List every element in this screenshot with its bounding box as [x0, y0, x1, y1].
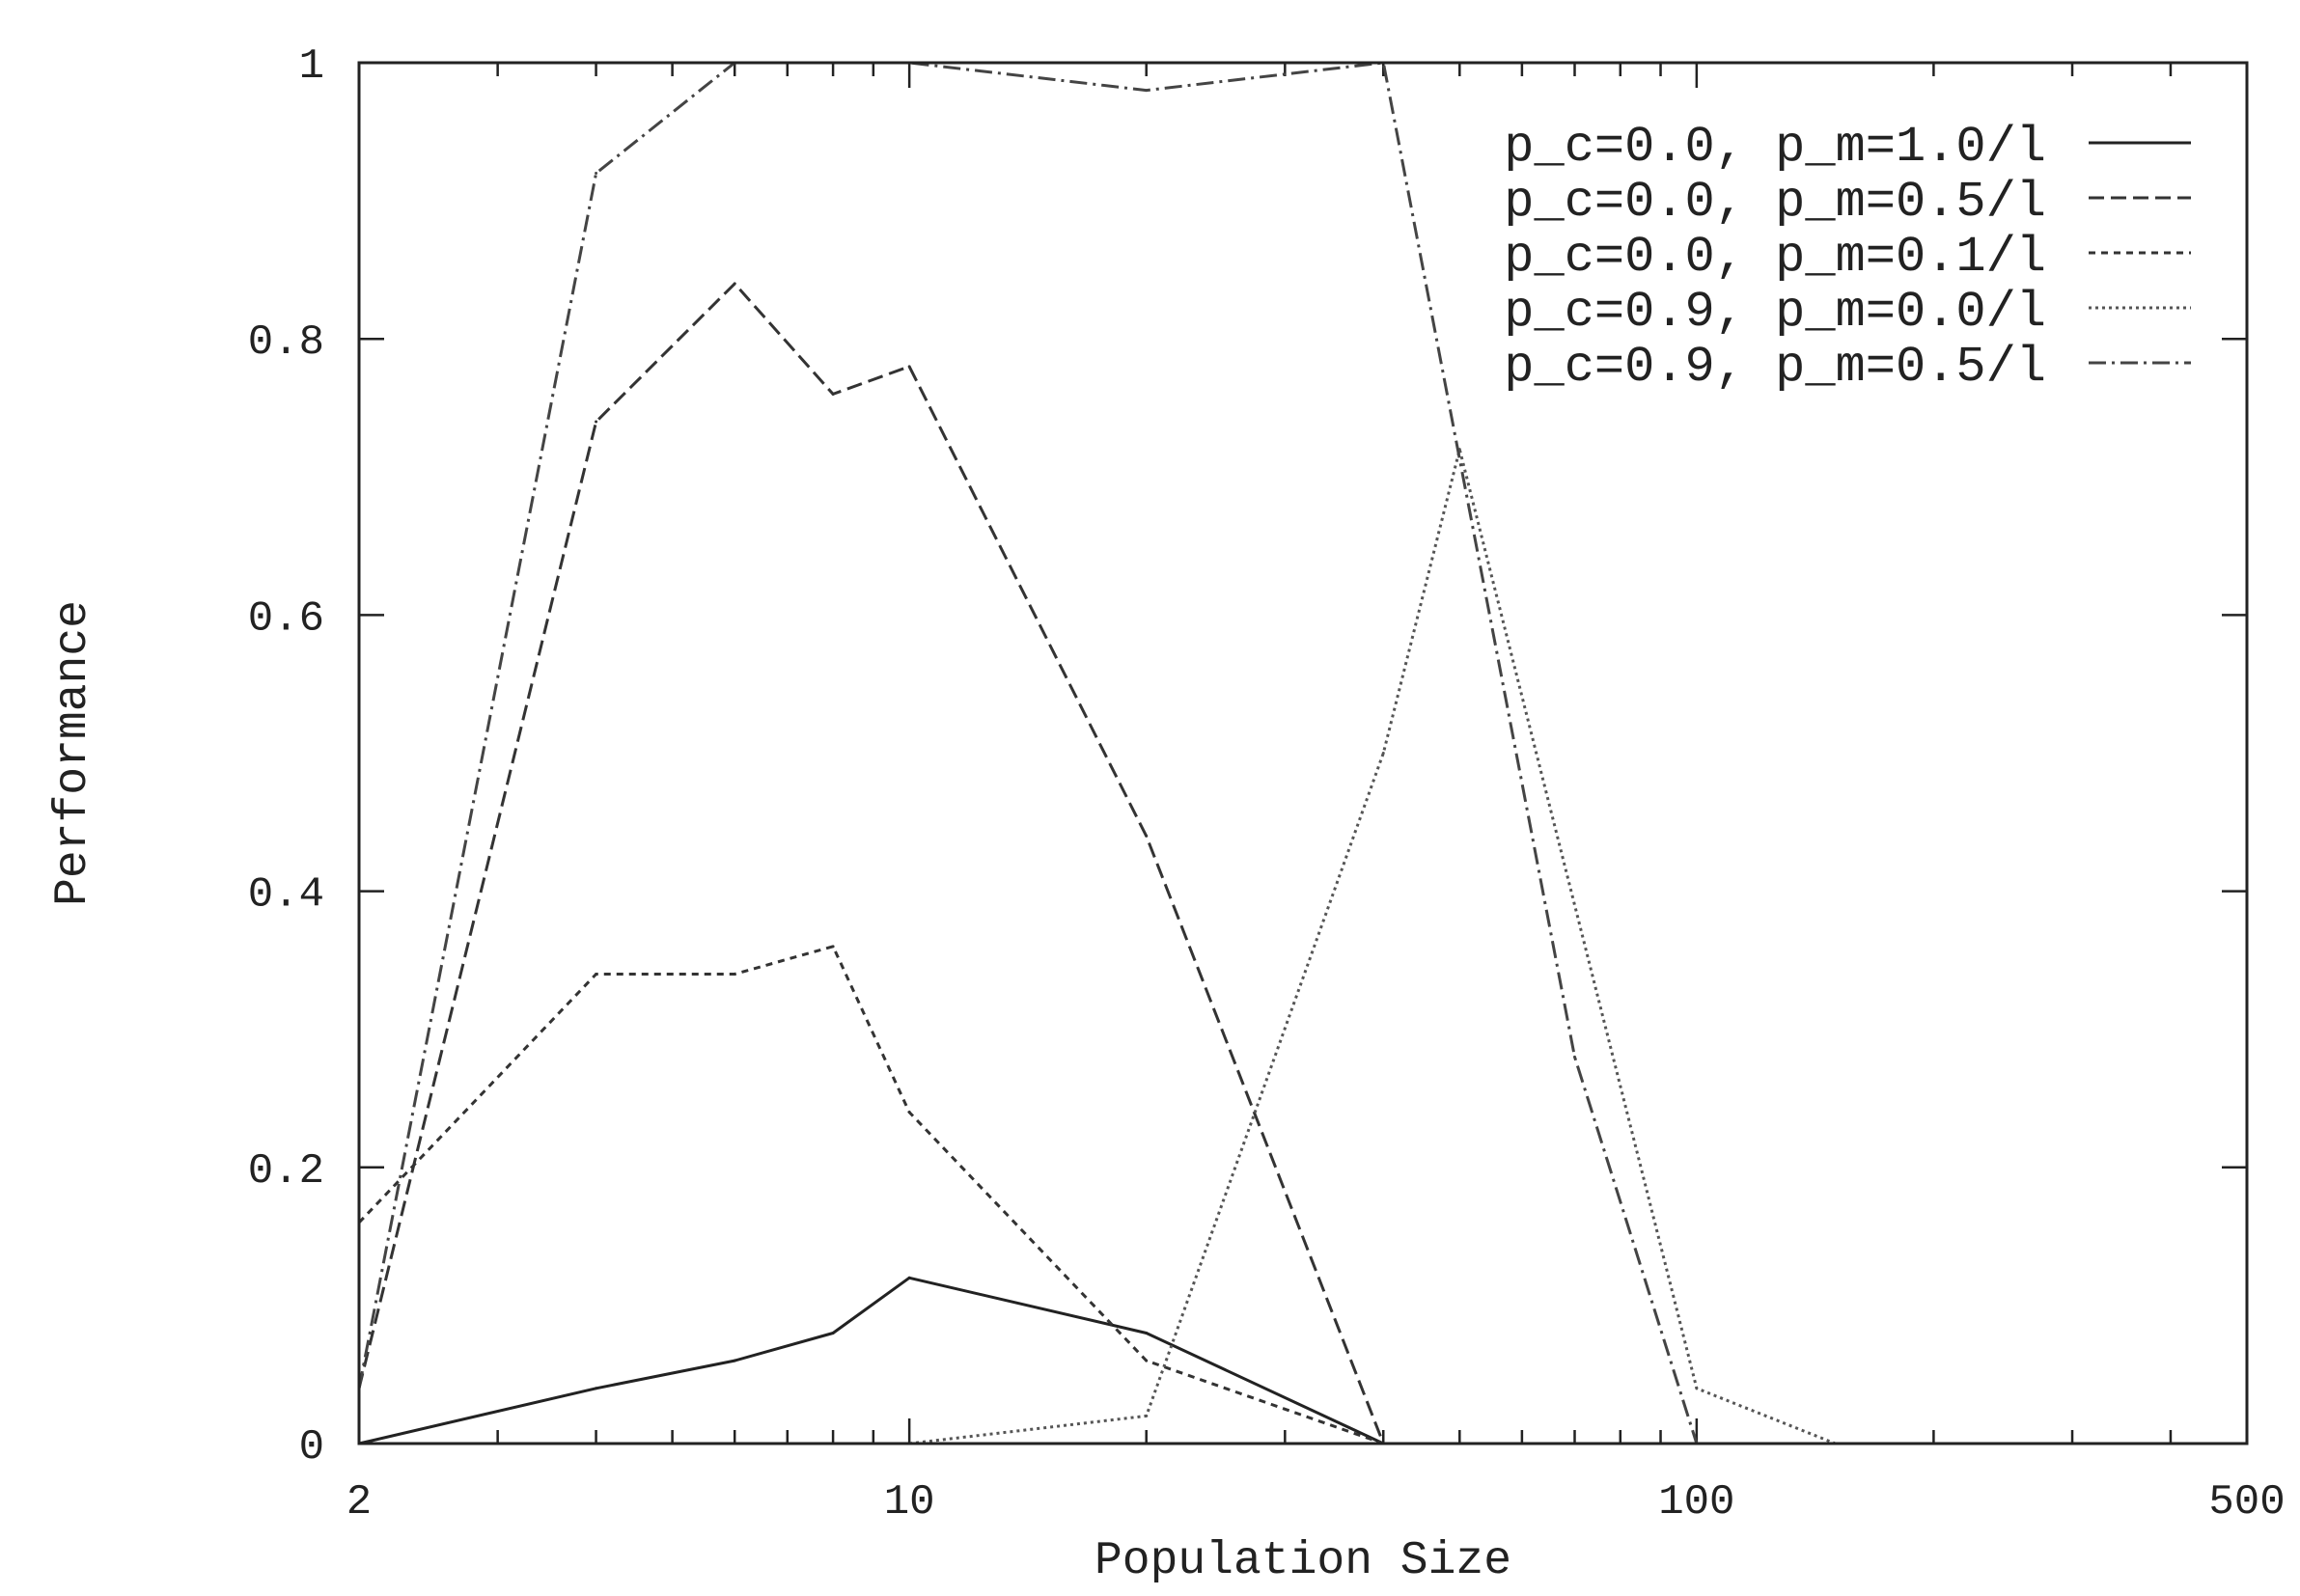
series-2-point [733, 282, 736, 286]
series-1-point [733, 1359, 736, 1362]
x-tick-label: 500 [2208, 1478, 2285, 1527]
axis-ticks [357, 61, 2249, 1445]
legend-label: p_c=0.0, p_m=0.5/l [1504, 174, 2046, 231]
series-line-1 [358, 1276, 1384, 1445]
y-tick-label: 0.4 [248, 871, 324, 920]
series-line-2 [357, 282, 1385, 1445]
x-tick-label: 2 [346, 1478, 372, 1527]
plot-series [357, 61, 1837, 1445]
series-1-point [907, 1276, 911, 1280]
series-5-point [1145, 89, 1149, 93]
series-2-point [595, 420, 598, 424]
y-tick-label: 0.2 [248, 1147, 324, 1196]
series-5-point [595, 171, 598, 175]
x-tick-label: 100 [1658, 1478, 1734, 1527]
legend-label: p_c=0.0, p_m=1.0/l [1504, 119, 2046, 176]
series-3-point [831, 945, 835, 949]
x-tick-labels: 2 10 100 500 [346, 1478, 2286, 1527]
series-4-point [1695, 1387, 1699, 1390]
legend-item: p_c=0.9, p_m=0.0/l [1504, 284, 2191, 341]
plot-frame [357, 61, 2249, 1445]
y-tick-label: 0.8 [248, 318, 324, 367]
series-3-point [595, 972, 598, 976]
legend-label: p_c=0.9, p_m=0.0/l [1504, 284, 2046, 341]
legend-label: p_c=0.9, p_m=0.5/l [1504, 339, 2046, 396]
y-tick-label: 0 [299, 1423, 324, 1472]
series-1-point [831, 1332, 835, 1335]
y-tick-labels: 0 0.2 0.4 0.6 0.8 1 [248, 42, 324, 1472]
series-4-point [1145, 1414, 1149, 1417]
series-line-4 [908, 448, 1837, 1445]
y-tick-label: 1 [299, 42, 324, 91]
series-line-5 [357, 61, 1699, 1445]
series-3-point [733, 972, 736, 976]
series-2-point [831, 392, 835, 396]
y-axis-label: Performance [47, 600, 99, 906]
series-5-point [1572, 1055, 1576, 1059]
series-1-point [1145, 1332, 1149, 1335]
legend: p_c=0.0, p_m=1.0/lp_c=0.0, p_m=0.5/lp_c=… [1504, 119, 2191, 396]
legend-label: p_c=0.0, p_m=0.1/l [1504, 229, 2046, 286]
series-3-point [1145, 1359, 1149, 1362]
x-tick-label: 10 [884, 1478, 935, 1527]
legend-item: p_c=0.0, p_m=0.5/l [1504, 174, 2191, 231]
series-1-point [595, 1387, 598, 1390]
series-4 [907, 448, 1837, 1445]
series-1 [357, 1276, 1385, 1445]
legend-item: p_c=0.9, p_m=0.5/l [1504, 339, 2191, 396]
x-axis-label: Population Size [1095, 1535, 1511, 1587]
y-tick-label: 0.6 [248, 594, 324, 643]
series-line-3 [357, 945, 1384, 1445]
series-3-point [907, 1111, 911, 1114]
legend-item: p_c=0.0, p_m=1.0/l [1504, 119, 2191, 176]
legend-item: p_c=0.0, p_m=0.1/l [1504, 229, 2191, 286]
series-3 [357, 945, 1385, 1445]
series-2-point [1145, 834, 1149, 838]
series-2-point [907, 365, 911, 369]
series-5 [357, 61, 1699, 1445]
series-2 [357, 282, 1385, 1445]
series-4-point [1381, 752, 1385, 755]
